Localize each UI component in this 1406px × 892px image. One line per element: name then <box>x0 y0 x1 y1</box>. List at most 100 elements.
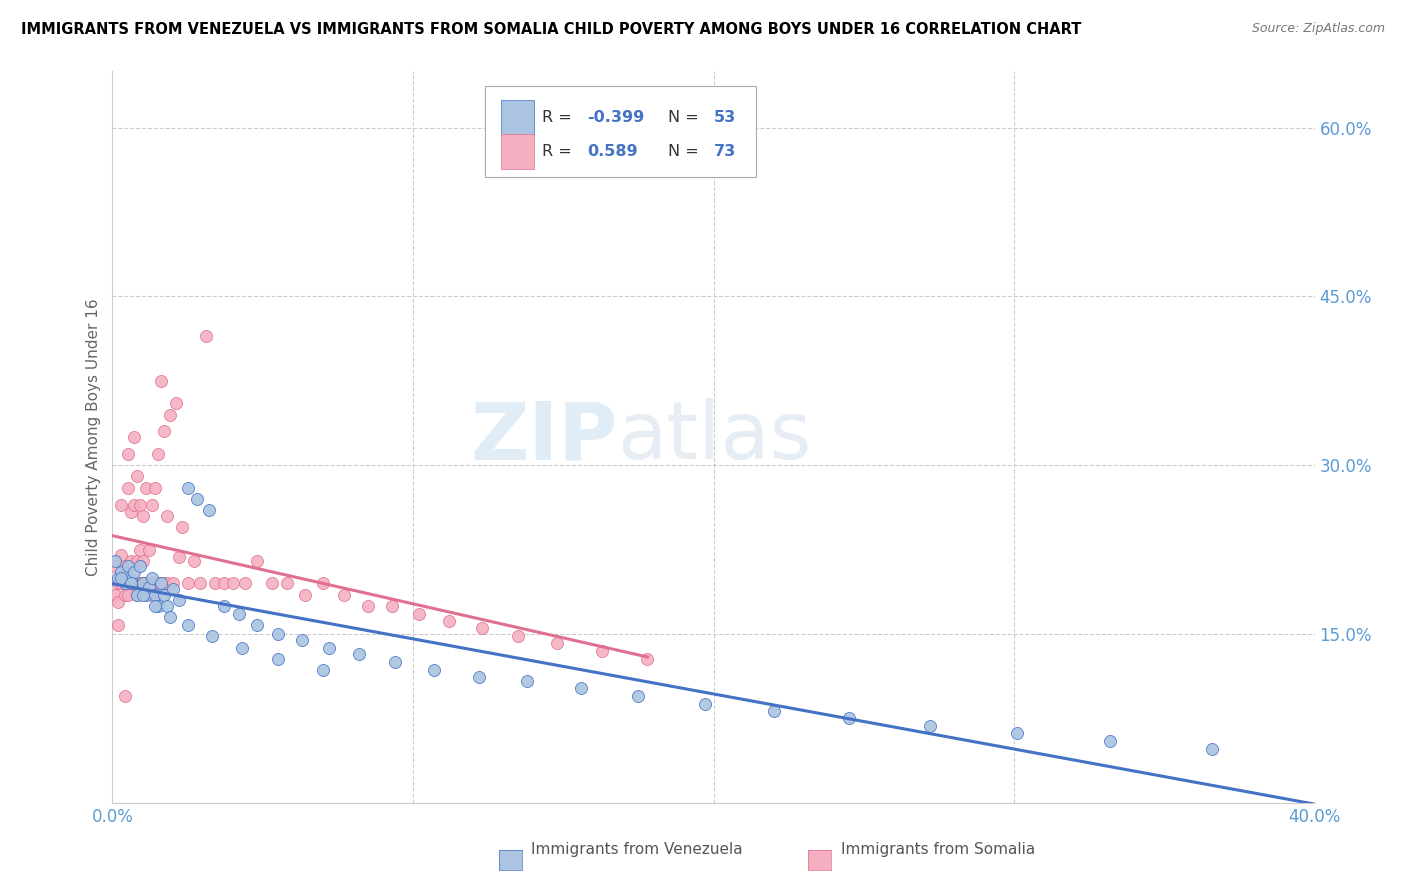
Point <box>194 328 217 343</box>
Point <box>141 588 163 602</box>
Point <box>135 576 157 591</box>
Text: IMMIGRANTS FROM VENEZUELA VS IMMIGRANTS FROM SOMALIA CHILD POVERTY AMONG BOYS UN: IMMIGRANTS FROM VENEZUELA VS IMMIGRANTS … <box>21 22 1081 37</box>
Point <box>114 559 136 574</box>
Point <box>149 374 172 388</box>
Point <box>125 554 148 568</box>
Point <box>122 576 145 591</box>
Point <box>918 719 941 733</box>
Point <box>627 689 650 703</box>
Point <box>110 576 132 591</box>
Point <box>228 607 250 621</box>
Point <box>312 663 335 677</box>
Point <box>188 576 211 591</box>
Y-axis label: Child Poverty Among Boys Under 16: Child Poverty Among Boys Under 16 <box>86 298 101 576</box>
Point <box>212 599 235 613</box>
Point <box>117 481 139 495</box>
Point <box>260 576 283 591</box>
Point <box>138 576 160 591</box>
FancyBboxPatch shape <box>485 86 755 178</box>
Text: N =: N = <box>668 145 704 160</box>
Point <box>120 576 142 591</box>
Point <box>107 618 129 632</box>
Point <box>170 520 193 534</box>
Point <box>143 481 166 495</box>
Text: R =: R = <box>541 110 576 125</box>
Point <box>222 576 245 591</box>
Text: atlas: atlas <box>617 398 811 476</box>
Point <box>381 599 404 613</box>
Point <box>516 674 538 689</box>
Point <box>125 588 148 602</box>
Point <box>110 548 132 562</box>
Point <box>125 469 148 483</box>
Point <box>138 580 160 594</box>
Point <box>152 576 174 591</box>
Point <box>120 573 142 587</box>
Point <box>143 576 166 591</box>
Point <box>246 554 269 568</box>
Point <box>267 627 290 641</box>
Text: 53: 53 <box>713 110 735 125</box>
Point <box>107 595 129 609</box>
Point <box>693 697 716 711</box>
Point <box>569 681 592 695</box>
Point <box>159 408 181 422</box>
Point <box>138 542 160 557</box>
Point <box>201 629 224 643</box>
Point <box>128 498 150 512</box>
FancyBboxPatch shape <box>501 135 534 169</box>
Point <box>167 593 190 607</box>
Point <box>107 576 129 591</box>
Point <box>131 508 153 523</box>
Point <box>762 704 785 718</box>
Point <box>104 588 127 602</box>
Point <box>104 559 127 574</box>
Point <box>165 396 187 410</box>
Point <box>141 571 163 585</box>
Point <box>146 599 169 613</box>
Point <box>291 632 314 647</box>
FancyBboxPatch shape <box>501 100 534 135</box>
Point <box>155 508 177 523</box>
Point <box>143 599 166 613</box>
Point <box>384 655 406 669</box>
Point <box>186 491 208 506</box>
Point <box>357 599 380 613</box>
Point <box>176 576 198 591</box>
Point <box>128 542 150 557</box>
Text: Source: ZipAtlas.com: Source: ZipAtlas.com <box>1251 22 1385 36</box>
Point <box>347 647 370 661</box>
Point <box>152 425 174 439</box>
Point <box>131 588 153 602</box>
Point <box>107 571 129 585</box>
Point <box>1099 734 1122 748</box>
Point <box>110 498 132 512</box>
Point <box>131 554 153 568</box>
Point <box>117 447 139 461</box>
Point <box>114 689 136 703</box>
Point <box>204 576 226 591</box>
Point <box>120 506 142 520</box>
Text: 0.589: 0.589 <box>588 145 638 160</box>
Point <box>122 498 145 512</box>
Point <box>437 614 460 628</box>
Point <box>104 554 127 568</box>
Point <box>294 588 316 602</box>
Point <box>135 481 157 495</box>
Point <box>110 565 132 579</box>
Point <box>1005 726 1028 740</box>
Point <box>125 588 148 602</box>
Point <box>636 652 658 666</box>
Text: N =: N = <box>668 110 704 125</box>
Point <box>591 644 613 658</box>
Point <box>114 576 136 591</box>
Point <box>122 565 145 579</box>
Point <box>120 554 142 568</box>
Point <box>149 576 172 591</box>
Point <box>128 576 150 591</box>
Point <box>1201 741 1223 756</box>
Point <box>117 559 139 574</box>
Point <box>212 576 235 591</box>
Point <box>176 481 198 495</box>
Text: R =: R = <box>541 145 582 160</box>
